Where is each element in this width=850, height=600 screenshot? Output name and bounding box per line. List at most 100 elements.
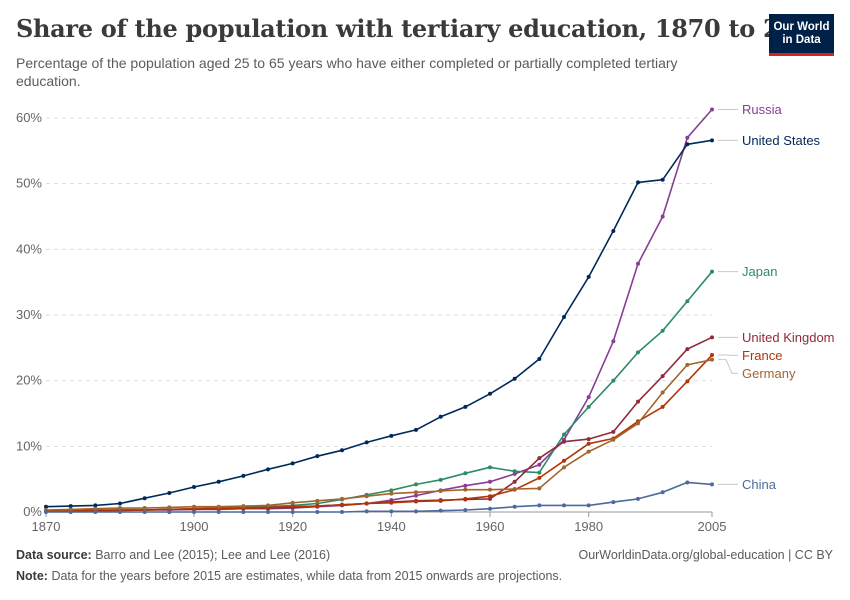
data-point-japan[interactable] [438, 477, 443, 482]
data-point-russia[interactable] [710, 107, 714, 112]
data-point-germany[interactable] [562, 465, 566, 470]
data-point-china[interactable] [562, 503, 566, 508]
data-point-germany[interactable] [636, 421, 640, 426]
data-point-united-kingdom[interactable] [586, 437, 591, 442]
data-point-russia[interactable] [488, 479, 492, 484]
data-point-russia[interactable] [586, 395, 591, 400]
data-point-germany[interactable] [241, 504, 246, 509]
data-point-united-kingdom[interactable] [562, 439, 566, 444]
data-point-germany[interactable] [389, 491, 394, 496]
data-point-china[interactable] [216, 510, 221, 514]
data-point-china[interactable] [241, 510, 246, 514]
data-point-united-states[interactable] [685, 142, 690, 147]
data-point-germany[interactable] [438, 488, 443, 493]
data-point-united-states[interactable] [266, 467, 270, 472]
series-line-united-kingdom[interactable] [46, 336, 713, 512]
data-point-united-kingdom[interactable] [710, 335, 714, 340]
data-point-united-states[interactable] [192, 485, 196, 490]
data-point-china[interactable] [364, 509, 369, 514]
data-point-china[interactable] [438, 508, 443, 513]
data-point-germany[interactable] [315, 498, 320, 503]
data-point-germany[interactable] [685, 362, 690, 367]
series-line-china[interactable] [46, 481, 713, 513]
data-point-japan[interactable] [414, 482, 418, 487]
series-label-japan[interactable]: Japan [742, 264, 777, 279]
data-point-russia[interactable] [463, 483, 468, 488]
data-point-united-kingdom[interactable] [611, 429, 616, 434]
data-point-china[interactable] [167, 510, 172, 514]
data-point-russia[interactable] [611, 339, 616, 344]
data-point-china[interactable] [118, 510, 122, 514]
data-point-japan[interactable] [586, 404, 591, 409]
data-point-japan[interactable] [562, 432, 566, 437]
data-point-china[interactable] [636, 496, 640, 501]
data-point-japan[interactable] [611, 378, 616, 383]
data-point-japan[interactable] [636, 350, 640, 355]
series-line-france[interactable] [46, 354, 713, 512]
data-point-japan[interactable] [463, 471, 468, 476]
data-point-france[interactable] [364, 501, 369, 506]
data-point-united-states[interactable] [241, 473, 246, 478]
data-point-japan[interactable] [488, 465, 492, 470]
data-point-united-states[interactable] [586, 274, 591, 279]
data-point-germany[interactable] [142, 506, 147, 511]
data-point-china[interactable] [488, 506, 492, 511]
data-point-united-states[interactable] [710, 138, 714, 143]
series-line-japan[interactable] [45, 271, 713, 513]
data-point-china[interactable] [414, 509, 418, 514]
data-point-united-states[interactable] [315, 454, 320, 459]
data-point-united-states[interactable] [44, 504, 48, 509]
series-label-china[interactable]: China [742, 477, 777, 492]
data-point-united-states[interactable] [93, 503, 98, 508]
data-point-germany[interactable] [290, 500, 295, 505]
data-point-france[interactable] [488, 494, 492, 499]
series-line-germany[interactable] [45, 358, 713, 511]
data-point-china[interactable] [340, 510, 344, 514]
data-point-france[interactable] [586, 441, 591, 446]
data-point-united-kingdom[interactable] [512, 479, 517, 484]
data-point-russia[interactable] [414, 493, 418, 498]
data-point-germany[interactable] [118, 506, 122, 511]
data-point-germany[interactable] [512, 487, 517, 492]
data-point-china[interactable] [290, 510, 295, 514]
data-point-united-states[interactable] [660, 177, 665, 182]
data-point-germany[interactable] [340, 496, 344, 501]
data-point-russia[interactable] [537, 462, 542, 467]
data-point-germany[interactable] [611, 437, 616, 442]
data-point-china[interactable] [660, 490, 665, 495]
data-point-united-states[interactable] [512, 376, 517, 381]
source-text[interactable]: Barro and Lee (2015); Lee and Lee (2016) [95, 548, 331, 562]
data-point-china[interactable] [44, 510, 48, 514]
data-point-france[interactable] [562, 458, 566, 463]
data-point-united-kingdom[interactable] [660, 374, 665, 379]
data-point-france[interactable] [389, 500, 394, 505]
data-point-germany[interactable] [167, 505, 172, 510]
data-point-united-states[interactable] [364, 440, 369, 445]
data-point-united-kingdom[interactable] [685, 347, 690, 352]
series-label-united-kingdom[interactable]: United Kingdom [742, 330, 835, 345]
data-point-france[interactable] [463, 496, 468, 501]
data-point-united-states[interactable] [488, 391, 492, 396]
data-point-china[interactable] [192, 510, 196, 514]
data-point-united-states[interactable] [463, 404, 468, 409]
data-point-china[interactable] [315, 510, 320, 514]
data-point-germany[interactable] [710, 357, 714, 362]
data-point-russia[interactable] [660, 214, 665, 219]
series-label-france[interactable]: France [742, 348, 782, 363]
data-point-china[interactable] [68, 510, 73, 514]
data-point-china[interactable] [685, 480, 690, 485]
data-point-france[interactable] [438, 498, 443, 503]
data-point-united-states[interactable] [290, 461, 295, 466]
data-point-germany[interactable] [488, 487, 492, 492]
data-point-china[interactable] [611, 500, 616, 505]
data-point-united-states[interactable] [438, 414, 443, 419]
data-point-united-states[interactable] [142, 496, 147, 501]
data-point-germany[interactable] [463, 487, 468, 492]
data-point-france[interactable] [685, 379, 690, 384]
data-point-united-states[interactable] [611, 228, 616, 233]
data-point-china[interactable] [512, 504, 517, 509]
data-point-germany[interactable] [537, 486, 542, 491]
data-point-japan[interactable] [660, 328, 665, 333]
data-point-united-states[interactable] [216, 479, 221, 484]
data-point-japan[interactable] [389, 488, 394, 493]
